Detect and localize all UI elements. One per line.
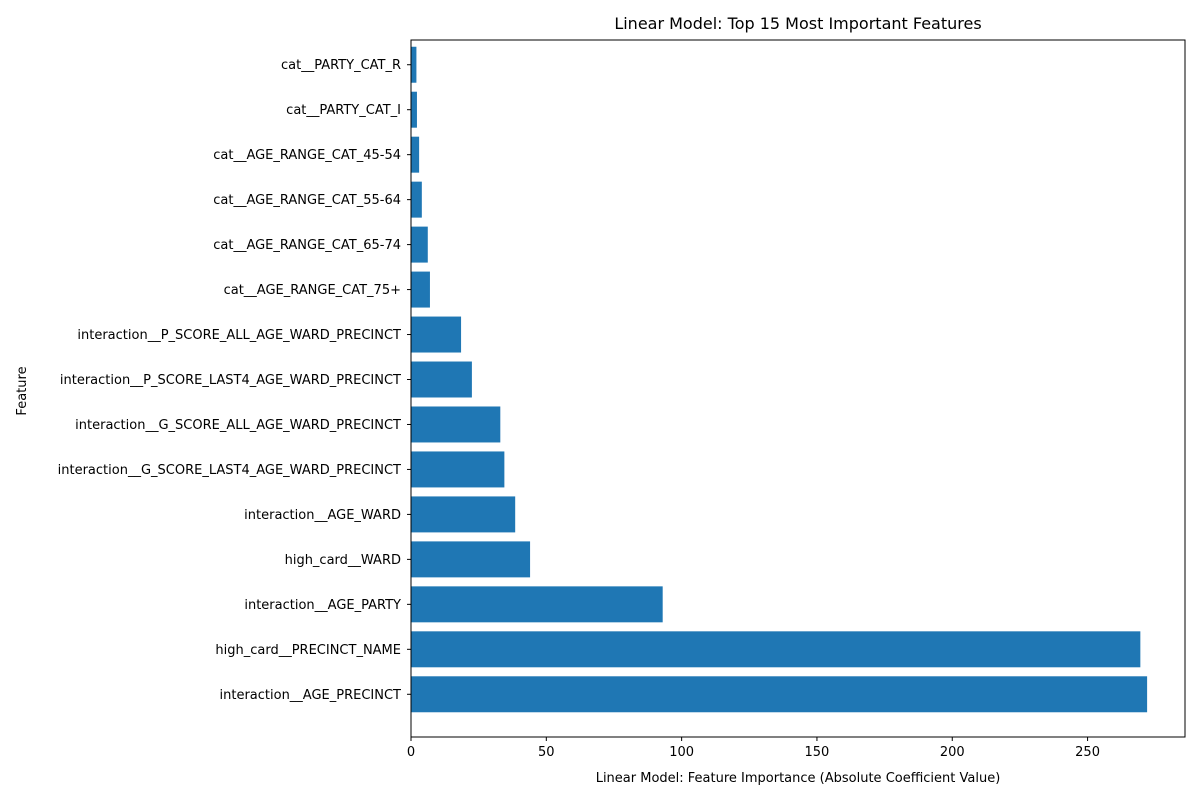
y-tick-label: interaction__P_SCORE_ALL_AGE_WARD_PRECIN… (77, 328, 401, 343)
bar (411, 316, 462, 353)
bar (411, 271, 430, 308)
y-tick-label: cat__AGE_RANGE_CAT_55-64 (213, 193, 401, 208)
y-tick-label: interaction__AGE_PRECINCT (220, 688, 402, 703)
x-tick-label: 0 (407, 745, 415, 760)
plot-area: interaction__AGE_PRECINCT high_card__PREC… (58, 39, 1186, 760)
bar (411, 676, 1148, 713)
x-tick-label: 100 (669, 745, 694, 760)
bar (411, 91, 417, 128)
bar (411, 46, 417, 83)
x-tick-label: 250 (1075, 745, 1100, 760)
y-tick-label: high_card__PRECINCT_NAME (215, 643, 401, 658)
x-tick-label: 150 (805, 745, 830, 760)
plot-frame (410, 39, 1186, 738)
bar (411, 226, 428, 263)
x-tick-label: 50 (538, 745, 555, 760)
y-tick-label: interaction__G_SCORE_ALL_AGE_WARD_PRECIN… (75, 418, 401, 433)
bar (411, 586, 663, 623)
y-axis-label: Feature (15, 366, 30, 415)
x-axis-label: Linear Model: Feature Importance (Absolu… (596, 771, 1001, 786)
y-tick-label: cat__PARTY_CAT_I (286, 103, 401, 118)
y-tick-label: interaction__AGE_PARTY (244, 598, 401, 613)
bar (411, 496, 516, 533)
bar (411, 361, 472, 398)
y-tick-label: interaction__P_SCORE_LAST4_AGE_WARD_PREC… (60, 373, 401, 388)
x-tick-label: 200 (940, 745, 965, 760)
y-tick-label: high_card__WARD (285, 553, 401, 568)
y-tick-label: cat__AGE_RANGE_CAT_45-54 (213, 148, 401, 163)
chart-title: Linear Model: Top 15 Most Important Feat… (614, 14, 981, 33)
y-tick-label: interaction__G_SCORE_LAST4_AGE_WARD_PREC… (58, 463, 401, 478)
y-tick-label: cat__PARTY_CAT_R (281, 58, 401, 73)
bar (411, 136, 420, 173)
bar (411, 541, 531, 578)
bar (411, 181, 422, 218)
y-tick-label: cat__AGE_RANGE_CAT_75+ (224, 283, 401, 298)
bar (411, 631, 1141, 668)
y-tick-label: interaction__AGE_WARD (244, 508, 401, 523)
y-tick-label: cat__AGE_RANGE_CAT_65-74 (213, 238, 401, 253)
bar (411, 451, 505, 488)
bar (411, 406, 501, 443)
